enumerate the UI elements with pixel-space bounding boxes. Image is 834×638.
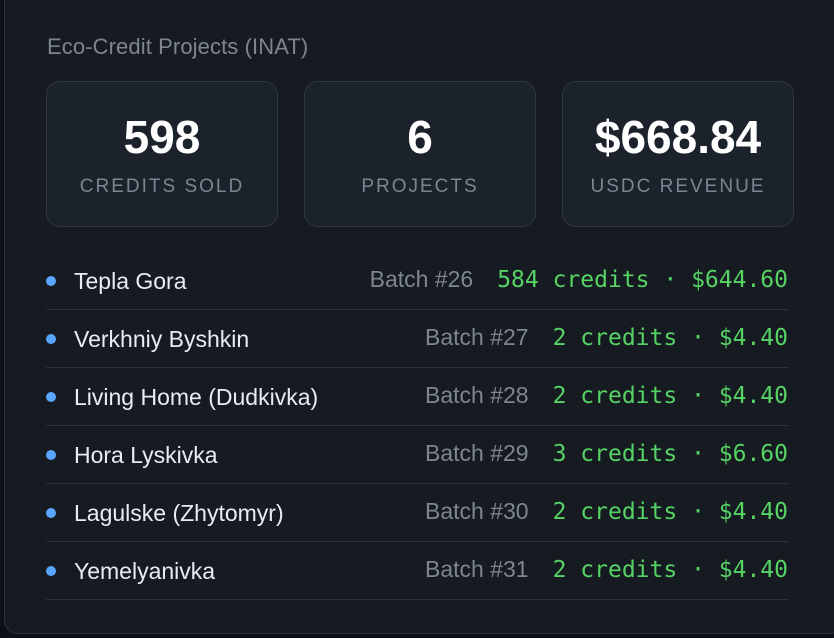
project-name: Tepla Gora bbox=[74, 268, 187, 294]
project-credits: 2 credits · $4.40 bbox=[552, 557, 788, 583]
list-item[interactable]: Tepla Gora Batch #26 584 credits · $644.… bbox=[46, 252, 788, 310]
project-name: Lagulske (Zhytomyr) bbox=[74, 500, 284, 526]
bullet-dot-icon bbox=[46, 450, 56, 460]
usdc-revenue-value: $668.84 bbox=[594, 111, 762, 163]
bullet-dot-icon bbox=[46, 392, 56, 402]
bullet-dot-icon bbox=[46, 276, 56, 286]
project-name: Verkhniy Byshkin bbox=[74, 326, 250, 352]
project-list: Tepla Gora Batch #26 584 credits · $644.… bbox=[46, 252, 788, 600]
projects-value: 6 bbox=[407, 111, 433, 163]
usdc-revenue-card: $668.84 USDC REVENUE bbox=[562, 81, 794, 227]
projects-label: PROJECTS bbox=[361, 176, 479, 197]
credits-sold-card: 598 CREDITS SOLD bbox=[46, 81, 278, 227]
eco-credit-panel: Eco-Credit Projects (INAT) 598 CREDITS S… bbox=[4, 0, 834, 634]
project-credits: 3 credits · $6.60 bbox=[552, 441, 788, 467]
usdc-revenue-label: USDC REVENUE bbox=[590, 176, 766, 197]
bullet-dot-icon bbox=[46, 508, 56, 518]
project-credits: 584 credits · $644.60 bbox=[497, 267, 788, 293]
panel-title: Eco-Credit Projects (INAT) bbox=[47, 34, 309, 59]
bullet-dot-icon bbox=[46, 566, 56, 576]
credits-sold-label: CREDITS SOLD bbox=[79, 176, 245, 197]
list-item[interactable]: Lagulske (Zhytomyr) Batch #30 2 credits … bbox=[46, 484, 788, 542]
list-item[interactable]: Yemelyanivka Batch #31 2 credits · $4.40 bbox=[46, 542, 788, 600]
list-item[interactable]: Living Home (Dudkivka) Batch #28 2 credi… bbox=[46, 368, 788, 426]
project-name: Yemelyanivka bbox=[74, 558, 216, 584]
credits-sold-value: 598 bbox=[123, 111, 201, 163]
project-name: Hora Lyskivka bbox=[74, 442, 218, 468]
project-batch: Batch #31 bbox=[425, 556, 529, 582]
project-credits: 2 credits · $4.40 bbox=[552, 499, 788, 525]
project-batch: Batch #29 bbox=[425, 440, 529, 466]
list-item[interactable]: Hora Lyskivka Batch #29 3 credits · $6.6… bbox=[46, 426, 788, 484]
project-batch: Batch #27 bbox=[425, 324, 529, 350]
project-credits: 2 credits · $4.40 bbox=[552, 325, 788, 351]
list-item[interactable]: Verkhniy Byshkin Batch #27 2 credits · $… bbox=[46, 310, 788, 368]
project-batch: Batch #28 bbox=[425, 382, 529, 408]
project-name: Living Home (Dudkivka) bbox=[74, 384, 319, 410]
bullet-dot-icon bbox=[46, 334, 56, 344]
project-batch: Batch #26 bbox=[369, 266, 474, 292]
project-batch: Batch #30 bbox=[425, 498, 529, 524]
project-credits: 2 credits · $4.40 bbox=[552, 383, 788, 409]
projects-card: 6 PROJECTS bbox=[304, 81, 536, 227]
